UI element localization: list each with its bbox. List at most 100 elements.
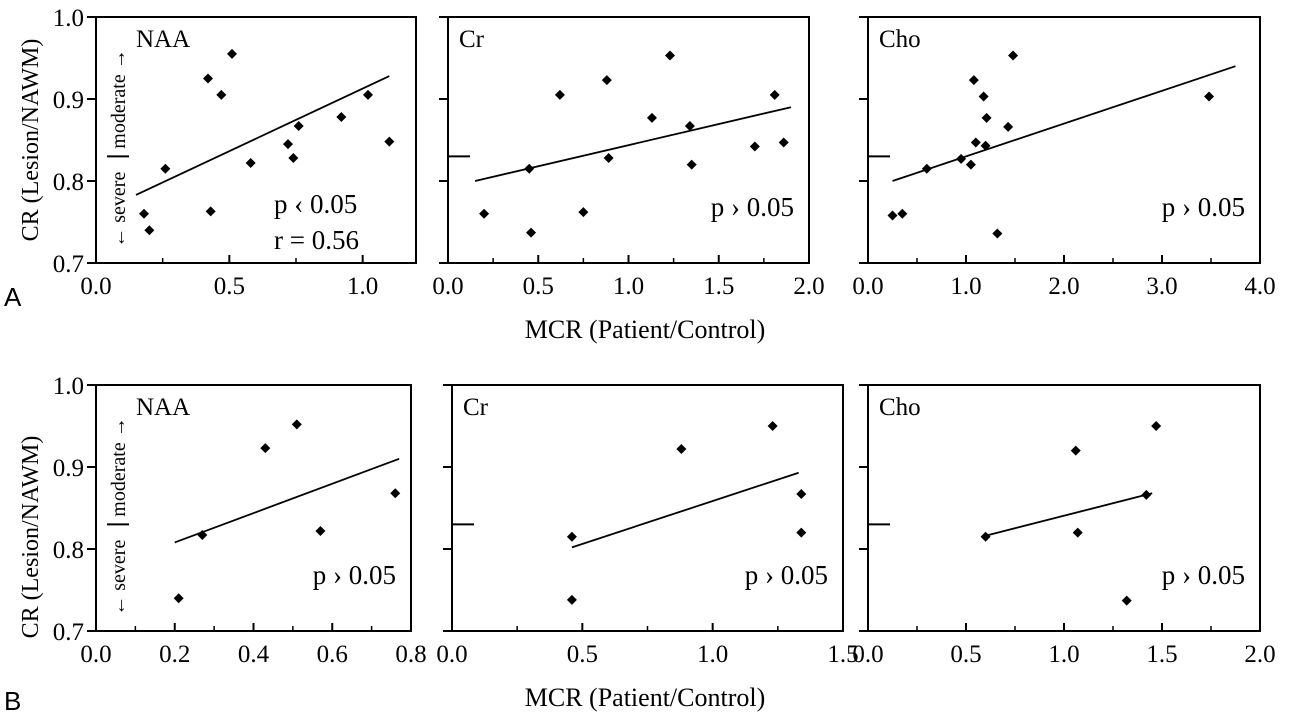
data-point [778, 137, 789, 148]
data-point [260, 443, 271, 454]
plot-frame [95, 384, 412, 632]
moderate-label: moderate → [108, 417, 130, 516]
data-point [205, 206, 216, 217]
data-point [566, 531, 577, 542]
plot-frame [95, 16, 417, 264]
data-point [978, 91, 989, 102]
data-point [363, 89, 373, 100]
regression-line [474, 106, 792, 182]
x-tick-label: 3.0 [1146, 273, 1177, 300]
data-point [203, 73, 213, 84]
data-point [1141, 489, 1152, 500]
regression-line [174, 457, 400, 544]
data-point [686, 159, 697, 170]
y-tick-label: 0.9 [53, 455, 84, 482]
data-point [601, 75, 612, 86]
stat-annotation: p ‹ 0.05 [274, 189, 357, 219]
data-point [603, 153, 614, 164]
y-axis-title-a: CR (Lesion/NAWM) [18, 39, 44, 242]
data-point [676, 443, 687, 454]
x-tick-label: 0.2 [159, 641, 190, 668]
x-tick-label: 0.0 [432, 273, 463, 300]
severe-label: ← severe [108, 172, 130, 248]
x-tick-label: 0.5 [523, 273, 554, 300]
data-point [767, 421, 778, 431]
data-point [526, 227, 537, 238]
moderate-label: moderate → [108, 49, 130, 148]
data-point [897, 208, 908, 219]
x-axis-title-a: MCR (Patient/Control) [525, 315, 766, 344]
panel-title: Cho [879, 26, 921, 53]
figure-labels: A B CR (Lesion/NAWM) CR (Lesion/NAWM) MC… [4, 39, 765, 716]
panel-b-cr: 0.0 0.5 1.0 1.5 Cr p › 0.05 [436, 384, 859, 668]
x-tick-label: 1.0 [950, 273, 981, 300]
data-point [1121, 595, 1132, 606]
panel-title: Cho [879, 394, 921, 421]
stat-annotation: p › 0.05 [745, 560, 828, 590]
x-tick-label: 0.0 [852, 641, 883, 668]
stat-annotation: p › 0.05 [1162, 560, 1245, 590]
row-label-b: B [4, 686, 21, 716]
panel-title: Cr [463, 394, 489, 421]
y-tick-label: 0.8 [53, 537, 84, 564]
x-tick-label: 2.0 [1048, 273, 1079, 300]
panel-b-naa: 0.0 0.2 0.4 0.6 0.8 0.7 0.8 0.9 1.0 moderate → ← s… [53, 373, 427, 668]
x-tick-label: 0.8 [395, 641, 426, 668]
data-point [1070, 445, 1081, 456]
panel-title: Cr [459, 26, 485, 53]
panel-b-cho: 0.0 0.5 1.0 1.5 2.0 Cho p › 0.05 [852, 384, 1276, 668]
regression-line [981, 492, 1153, 538]
y-tick-label: 0.7 [53, 251, 84, 278]
regression-line [571, 471, 799, 549]
x-tick-label: 1.5 [827, 641, 858, 668]
data-point [216, 89, 227, 100]
data-point [646, 112, 657, 123]
panel-a-naa: 0.0 0.5 1.0 0.7 0.8 0.9 1.0 moderate → ← severe N… [53, 5, 417, 300]
data-point [227, 48, 237, 59]
data-point [384, 136, 395, 147]
y-tick-label: 0.9 [53, 87, 84, 114]
data-point [1003, 121, 1014, 132]
y-tick-label: 0.7 [53, 619, 84, 646]
y-tick-label: 1.0 [53, 5, 84, 32]
data-point [796, 527, 807, 538]
x-axis-title-b: MCR (Patient/Control) [525, 683, 766, 712]
data-point [769, 89, 780, 100]
data-point [479, 208, 490, 219]
panel-a-cr: 0.0 0.5 1.0 1.5 2.0 Cr p › 0.05 [432, 16, 825, 300]
x-tick-label: 2.0 [1244, 641, 1275, 668]
plot-frame [447, 16, 810, 264]
stat-annotation: p › 0.05 [313, 560, 396, 590]
data-point [245, 157, 256, 168]
severe-label: ← severe [108, 540, 130, 616]
plot-panels: 0.0 0.5 1.0 0.7 0.8 0.9 1.0 moderate → ← severe N… [53, 5, 1276, 668]
data-point [970, 137, 981, 148]
data-point [390, 488, 401, 499]
data-point [293, 121, 304, 132]
data-point [1204, 91, 1215, 102]
stat-annotation: p › 0.05 [711, 192, 794, 222]
x-tick-label: 1.0 [1048, 641, 1079, 668]
data-point [336, 112, 347, 123]
stat-annotation: r = 0.56 [274, 225, 359, 255]
x-tick-label: 0.5 [567, 641, 598, 668]
data-point [524, 163, 535, 174]
x-tick-label: 1.0 [697, 641, 728, 668]
x-tick-label: 0.0 [80, 273, 111, 300]
data-point [665, 50, 676, 61]
y-tick-label: 0.8 [53, 169, 84, 196]
data-point [554, 89, 565, 100]
data-point [197, 530, 208, 541]
x-tick-label: 0.4 [238, 641, 270, 668]
data-point [139, 208, 149, 219]
x-tick-label: 4.0 [1244, 273, 1275, 300]
regression-line [892, 65, 1236, 182]
data-point [887, 210, 898, 221]
panel-title: NAA [136, 26, 190, 53]
regression-line [135, 75, 390, 196]
data-point [578, 207, 589, 218]
x-tick-label: 1.0 [613, 273, 644, 300]
data-point [288, 153, 299, 164]
stat-annotation: p › 0.05 [1162, 192, 1245, 222]
